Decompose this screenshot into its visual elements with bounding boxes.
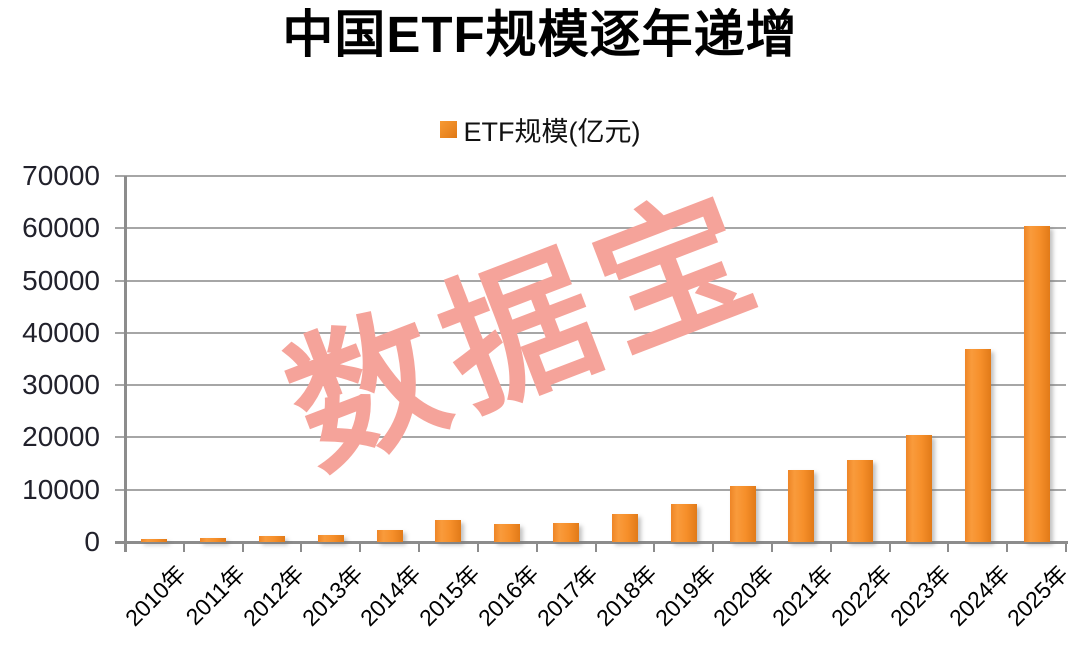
bar [1023, 226, 1050, 542]
x-axis-label: 2025年 [1002, 560, 1074, 632]
x-axis-tick [418, 543, 421, 552]
x-axis-label: 2012年 [237, 560, 309, 632]
x-axis-label: 2021年 [767, 560, 838, 632]
y-axis-label: 10000 [22, 473, 100, 505]
y-axis-line [124, 176, 127, 552]
x-axis-label: 2017年 [531, 560, 603, 632]
y-axis-label: 20000 [22, 421, 100, 453]
x-axis-tick [124, 543, 126, 552]
x-axis-tick [888, 543, 891, 552]
bar [200, 538, 227, 542]
bar [494, 524, 521, 542]
title-suffix: 规模逐年递增 [485, 8, 798, 64]
x-axis-label: 2020年 [708, 560, 780, 632]
x-axis-label: 2019年 [649, 560, 721, 632]
x-axis-tick [947, 543, 950, 552]
y-axis-label: 70000 [22, 160, 100, 191]
x-axis-tick [182, 543, 185, 552]
x-axis-tick [535, 543, 538, 552]
x-axis-label: 2010年 [120, 560, 192, 632]
bar [847, 459, 874, 542]
x-axis-label: 2016年 [473, 560, 544, 632]
x-axis-label: 2022年 [825, 560, 897, 632]
bar [788, 470, 815, 542]
y-axis-label: 50000 [22, 264, 100, 296]
legend-label: ETF规模(亿元) [463, 117, 641, 147]
bar [905, 434, 932, 542]
y-axis-label: 0 [84, 526, 100, 557]
x-axis-line [115, 541, 1068, 544]
title-etf: ETF [386, 6, 486, 63]
x-axis-label: 2018年 [590, 560, 662, 632]
gridline [115, 279, 1066, 282]
x-axis-label: 2015年 [414, 560, 486, 632]
bar [729, 485, 756, 542]
x-axis-tick [1065, 543, 1067, 552]
x-axis-label: 2011年 [180, 560, 250, 630]
x-axis-tick [1006, 543, 1009, 552]
gridline [115, 175, 1066, 177]
gridline [115, 384, 1066, 387]
x-axis-label: 2014年 [355, 560, 427, 632]
title-prefix: 中国 [282, 8, 387, 64]
bar [141, 538, 168, 542]
bar [553, 522, 580, 542]
x-axis-tick [770, 543, 773, 552]
x-axis-label: 2024年 [943, 560, 1015, 632]
bar [435, 520, 462, 542]
legend-swatch-icon [439, 121, 457, 138]
watermark-text: 数据宝 [266, 163, 787, 497]
bar [611, 513, 638, 542]
page-title: 中国ETF规模逐年递增 [0, 4, 1080, 67]
x-axis-tick [712, 543, 715, 552]
y-axis-label: 60000 [22, 212, 100, 244]
bar [317, 534, 344, 542]
gridline [115, 488, 1066, 491]
bar [376, 530, 403, 542]
gridline [115, 331, 1066, 334]
legend: ETF规模(亿元) [0, 110, 1080, 149]
x-axis-label: 2023年 [884, 560, 956, 632]
x-axis-tick [653, 543, 656, 552]
y-axis-label: 40000 [22, 316, 100, 348]
y-axis-label: 30000 [22, 369, 100, 401]
x-axis-tick [829, 543, 832, 552]
x-axis-label: 2013年 [296, 560, 368, 632]
x-axis-tick [241, 543, 244, 552]
bar [670, 504, 697, 542]
bar [964, 348, 991, 542]
gridline [115, 227, 1066, 230]
bar [259, 536, 286, 542]
x-axis-tick [594, 543, 597, 552]
gridline [115, 436, 1066, 439]
x-axis-tick [359, 543, 362, 552]
x-axis-tick [300, 543, 303, 552]
x-axis-tick [476, 543, 479, 552]
